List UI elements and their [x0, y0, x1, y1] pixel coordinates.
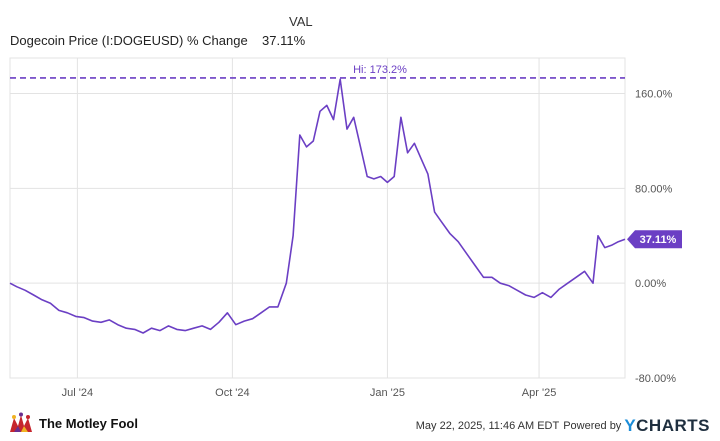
footer-credits: May 22, 2025, 11:46 AM EDT Powered by YC…	[416, 416, 710, 436]
y-tick-label: 80.00%	[635, 183, 673, 195]
last-value-label: 37.11%	[640, 234, 677, 246]
x-tick-label: Jan '25	[370, 387, 405, 399]
brand-logo: The Motley Fool	[8, 412, 138, 434]
last-value-flag	[627, 230, 682, 249]
plot-frame	[9, 57, 626, 379]
x-tick-label: Apr '25	[522, 387, 557, 399]
high-reference-label: Hi: 173.2%	[353, 64, 407, 76]
legend-header: VAL	[289, 14, 313, 29]
ycharts-logo-y: Y	[624, 416, 637, 435]
y-tick-label: 160.0%	[635, 89, 673, 101]
legend-series-value: 37.11%	[262, 33, 306, 48]
y-tick-label: -80.00%	[635, 373, 676, 385]
x-tick-label: Oct '24	[215, 387, 250, 399]
ycharts-logo-text: CHARTS	[636, 416, 710, 435]
jester-hat-icon	[10, 412, 32, 432]
legend-series-name: Dogecoin Price (I:DOGEUSD) % Change	[10, 33, 248, 48]
ycharts-logo: YCHARTS	[624, 416, 710, 436]
powered-by-label: Powered by	[563, 420, 622, 432]
x-tick-label: Jul '24	[62, 387, 93, 399]
timestamp: May 22, 2025, 11:46 AM EDT	[415, 420, 560, 432]
y-tick-label: 0.00%	[635, 278, 666, 290]
brand-name: The Motley Fool	[39, 415, 138, 431]
series-line-dogecoin	[9, 78, 626, 334]
